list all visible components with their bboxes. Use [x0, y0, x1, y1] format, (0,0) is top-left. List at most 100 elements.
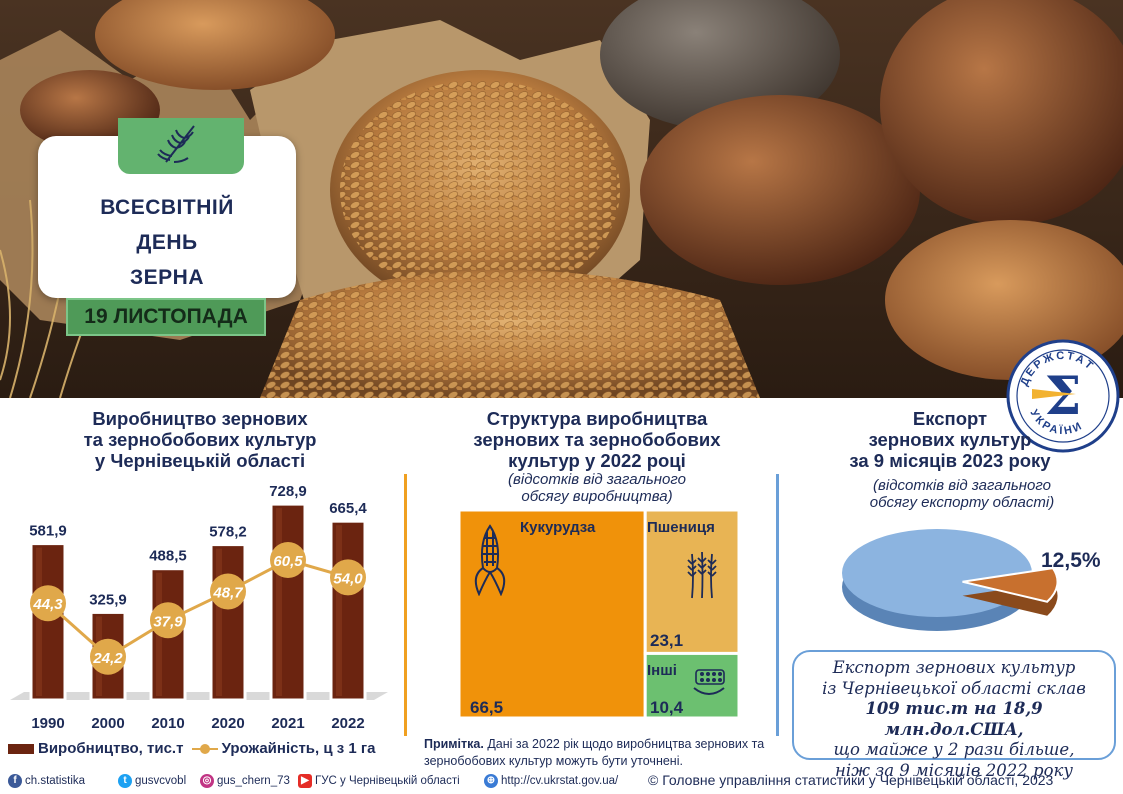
title-line-1: ВСЕСВІТНІЙ — [100, 196, 234, 219]
structure-title-line-2: зернових та зернобобових — [473, 429, 721, 450]
x-tick-2010: 2010 — [151, 715, 184, 732]
bar-label-1990: 581,9 — [29, 523, 67, 540]
page-title: ВСЕСВІТНІЙ ДЕНЬ ЗЕРНА — [38, 190, 296, 295]
callout-line-5: ніж за 9 місяців 2022 року — [835, 760, 1073, 780]
export-title-line-3: за 9 місяців 2023 року — [849, 450, 1051, 471]
title-tab — [118, 118, 244, 174]
structure-subtitle-line-1: (відсотків від загального — [508, 471, 686, 488]
yield-point-2020 — [210, 573, 246, 610]
bar-label-2000: 325,9 — [89, 591, 127, 608]
divider-right — [776, 474, 779, 736]
grains-icon — [693, 669, 725, 695]
bar-highlight-2020 — [216, 548, 222, 696]
footer-copyright: © Головне управління статистики у Чернів… — [648, 772, 1054, 788]
youtube-channel[interactable]: ГУС у Чернівецькій області — [315, 775, 460, 788]
footer-twitter[interactable]: t gusvcvobl — [118, 774, 186, 788]
export-callout: Експорт зернових культур із Чернівецької… — [792, 650, 1116, 780]
treemap-cell-2 — [643, 651, 741, 720]
production-legend: Виробництво, тис.т Урожайність, ц з 1 га — [8, 740, 375, 757]
production-title-line-2: та зернобобових культур — [83, 429, 317, 450]
legend-production-label: Виробництво, тис.т — [38, 740, 184, 757]
title-line-2: ДЕНЬ — [136, 231, 198, 254]
production-title-line-1: Виробництво зернових — [92, 408, 308, 429]
instagram-icon: ◎ — [200, 774, 214, 788]
treemap-label-corn: Кукурудза — [520, 519, 596, 536]
instagram-handle[interactable]: gus_chern_73 — [217, 775, 290, 788]
x-tick-2020: 2020 — [211, 715, 244, 732]
pie-slice-grain — [962, 567, 1059, 603]
production-title-line-3: у Чернівецькій області — [94, 450, 306, 471]
x-tick-2021: 2021 — [271, 715, 304, 732]
treemap-value-wheat: 23,1 — [650, 631, 684, 650]
twitter-handle[interactable]: gusvcvobl — [135, 775, 187, 788]
bar-highlight-1990 — [36, 547, 42, 696]
callout-line-3: 109 тис.т на 18,9 млн.дол.США, — [865, 699, 1043, 739]
yield-point-2021 — [270, 542, 306, 578]
yield-point-1990 — [30, 585, 66, 622]
website-link[interactable]: http://cv.ukrstat.gov.ua/ — [501, 775, 619, 788]
export-share-label: 12,5% — [1041, 549, 1101, 572]
facebook-icon: f — [8, 774, 22, 788]
bar-label-2021: 728,9 — [269, 483, 307, 500]
structure-subtitle-line-2: обсягу виробництва) — [521, 488, 673, 505]
title-line-3: ЗЕРНА — [129, 266, 204, 289]
callout-line-1: Експорт зернових культур — [832, 658, 1076, 677]
yield-label-2010: 37,9 — [153, 613, 183, 630]
bar-label-2010: 488,5 — [149, 548, 187, 565]
legend-yield-label: Урожайність, ц з 1 га — [221, 740, 376, 757]
twitter-icon: t — [118, 774, 132, 788]
x-tick-2022: 2022 — [331, 715, 364, 732]
treemap-value-corn: 66,5 — [470, 698, 504, 717]
yield-point-2010 — [150, 602, 186, 639]
structure-title-line-3: культур у 2022 році — [508, 450, 686, 471]
export-subtitle-line-1: (відсотків від загального — [873, 477, 1051, 494]
facebook-handle[interactable]: ch.statistika — [25, 775, 86, 788]
yield-label-2021: 60,5 — [273, 553, 303, 570]
corn-icon — [474, 524, 506, 596]
legend-yield-swatch — [191, 743, 218, 755]
divider-left — [404, 474, 407, 736]
footer-facebook[interactable]: f ch.statistika — [8, 774, 85, 788]
footer: f ch.statistika t gusvcvobl ◎ gus_chern_73 … — [0, 768, 1123, 794]
wheat-small-icon — [687, 551, 717, 599]
export-title-line-2: зернових культур — [868, 429, 1032, 450]
yield-label-2020: 48,7 — [212, 584, 243, 601]
yield-label-1990: 44,3 — [32, 596, 63, 613]
youtube-icon: ▶ — [298, 774, 312, 788]
note-bold: Примітка. — [424, 737, 484, 751]
production-title: Виробництво зернових та зернобобових кул… — [40, 408, 360, 471]
date-badge: 19 ЛИСТОПАДА — [66, 298, 266, 336]
bar-label-2022: 665,4 — [329, 500, 367, 517]
structure-title-line-1: Структура виробництва — [486, 408, 708, 429]
structure-note: Примітка. Дані за 2022 рік щодо виробниц… — [424, 736, 784, 770]
export-subtitle: (відсотків від загального обсягу експорт… — [812, 477, 1112, 511]
structure-title: Структура виробництва зернових та зерноб… — [438, 408, 756, 471]
globe-icon: ⊕ — [484, 774, 498, 788]
callout-line-2: із Чернівецької області склав — [822, 678, 1086, 698]
treemap-cell-0 — [457, 508, 647, 720]
treemap-label-wheat: Пшениця — [647, 519, 715, 536]
derzhstat-logo: ДЕРЖСТАТ УКРАЇНИ Σ — [1006, 339, 1120, 453]
treemap-value-other: 10,4 — [650, 698, 684, 717]
yield-point-2000 — [90, 638, 126, 675]
callout-line-4: що майже у 2 рази більше, — [833, 740, 1075, 759]
x-tick-1990: 1990 — [31, 715, 64, 732]
wheat-icon — [157, 125, 195, 163]
bar-label-2020: 578,2 — [209, 524, 247, 541]
note-text: Дані за 2022 рік щодо виробництва зернов… — [424, 737, 765, 768]
treemap-label-other: Інші — [647, 662, 677, 679]
footer-youtube[interactable]: ▶ ГУС у Чернівецькій області — [298, 774, 460, 788]
export-subtitle-line-2: обсягу експорту області) — [869, 494, 1055, 511]
legend-production-swatch — [8, 744, 34, 755]
footer-instagram[interactable]: ◎ gus_chern_73 — [200, 774, 290, 788]
bar-highlight-2021 — [276, 508, 282, 696]
export-title-line-1: Експорт — [912, 408, 988, 429]
export-title: Експорт зернових культур за 9 місяців 20… — [800, 408, 1100, 471]
x-tick-2000: 2000 — [91, 715, 124, 732]
bar-highlight-2022 — [336, 525, 342, 696]
footer-website[interactable]: ⊕ http://cv.ukrstat.gov.ua/ — [484, 774, 618, 788]
structure-subtitle: (відсотків від загального обсягу виробни… — [438, 471, 756, 505]
yield-label-2022: 54,0 — [333, 570, 363, 587]
yield-label-2000: 24,2 — [92, 650, 123, 667]
